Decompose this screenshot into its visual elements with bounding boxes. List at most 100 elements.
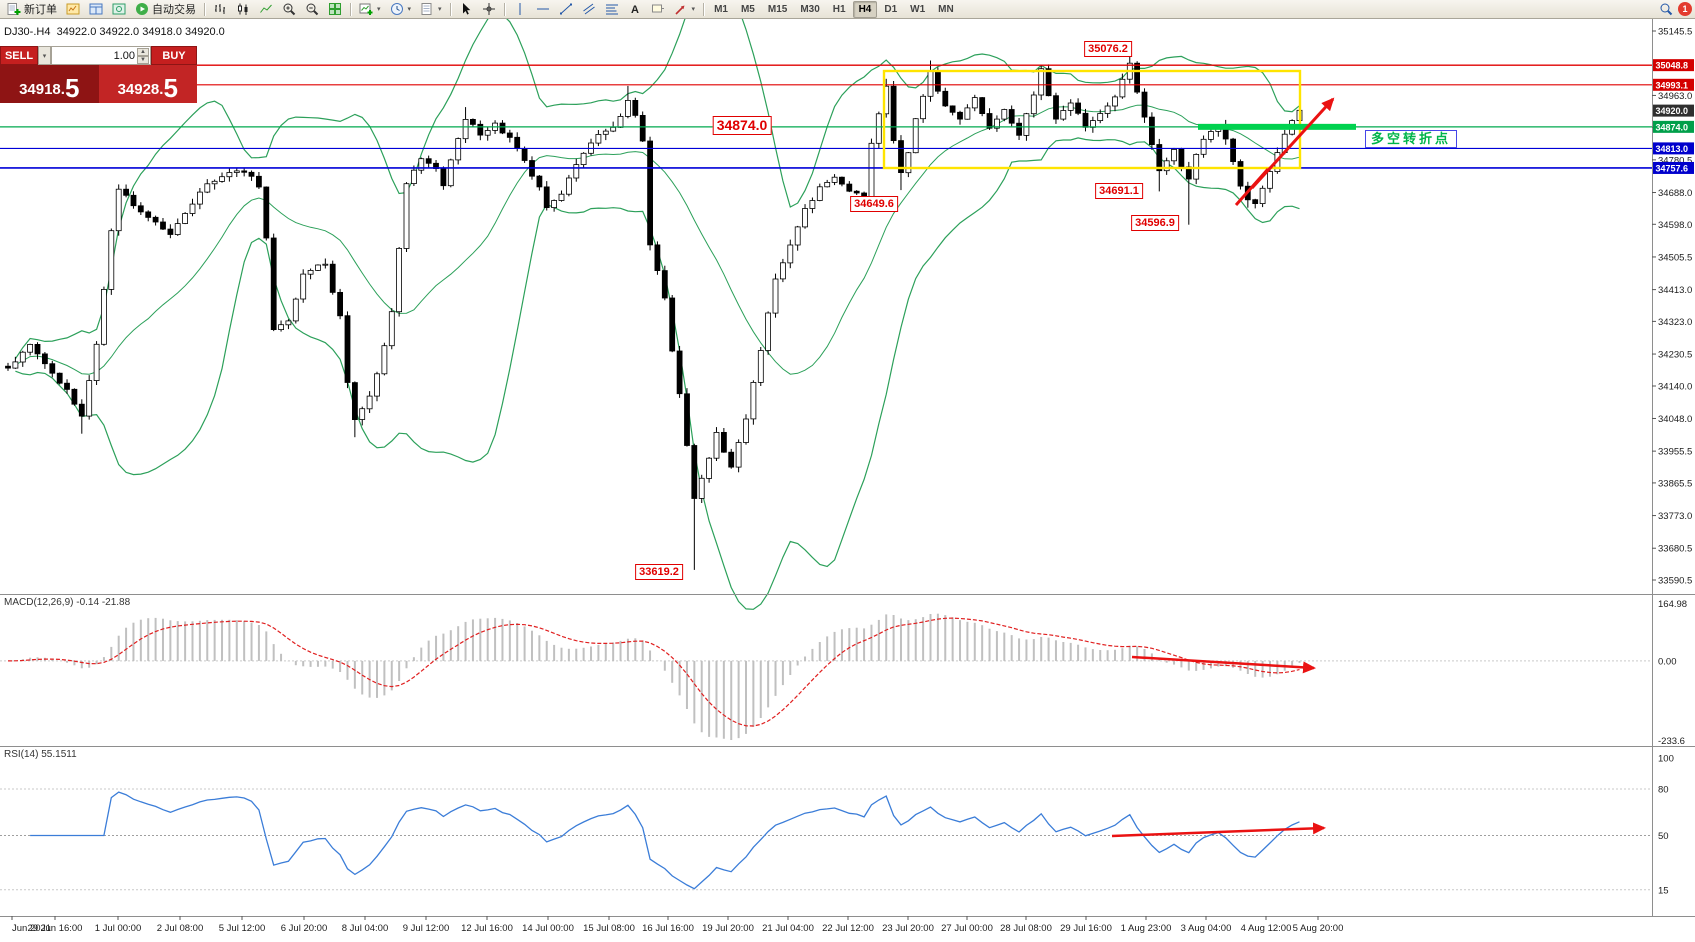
svg-text:33680.5: 33680.5 (1658, 544, 1692, 555)
vertical-line-button[interactable] (509, 1, 531, 18)
tile-windows-button[interactable] (324, 1, 346, 18)
svg-text:16 Jul 16:00: 16 Jul 16:00 (642, 923, 694, 934)
svg-text:34780.5: 34780.5 (1658, 155, 1692, 166)
sell-button[interactable]: SELL (0, 46, 38, 65)
horizontal-line-button[interactable] (532, 1, 554, 18)
dropdown-caret: ▾ (691, 6, 696, 13)
svg-text:28 Jul 08:00: 28 Jul 08:00 (1000, 923, 1052, 934)
period-button[interactable]: ▾ (386, 1, 416, 18)
search-button[interactable] (1655, 1, 1677, 18)
volume-stepper[interactable]: ▲ ▼ (137, 47, 149, 64)
svg-text:34323.0: 34323.0 (1658, 317, 1692, 328)
fibonacci-button[interactable] (601, 1, 623, 18)
toolbar-separator (449, 2, 451, 16)
svg-text:34505.5: 34505.5 (1658, 252, 1692, 263)
volume-input[interactable]: 1.00 ▲ ▼ (51, 46, 151, 65)
market-watch-icon (66, 3, 80, 15)
svg-text:164.98: 164.98 (1658, 599, 1687, 610)
navigator-icon (112, 3, 126, 15)
svg-text:4 Aug 12:00: 4 Aug 12:00 (1241, 923, 1292, 934)
timeframe-h4-button[interactable]: H4 (852, 0, 878, 18)
bar-chart-button[interactable] (209, 1, 231, 18)
one-click-trading-panel: SELL ▾ 1.00 ▲ ▼ BUY 34918. 5 34928. 5 (0, 46, 197, 103)
svg-text:A: A (631, 4, 639, 16)
zoom-out-button[interactable] (301, 1, 323, 18)
zoom-out-icon (306, 3, 319, 16)
timeframe-w1-button[interactable]: W1 (904, 1, 931, 18)
timeframe-m15-button[interactable]: M15 (762, 1, 793, 18)
candlestick-chart-button[interactable] (232, 1, 254, 18)
new-order-icon (7, 3, 21, 15)
svg-text:29 Jun 16:00: 29 Jun 16:00 (28, 923, 83, 934)
svg-text:5 Aug 20:00: 5 Aug 20:00 (1293, 923, 1344, 934)
macd-indicator-label: MACD(12,26,9) -0.14 -21.88 (4, 597, 131, 608)
buy-price-big: 5 (163, 73, 178, 103)
volume-dropdown-caret[interactable]: ▾ (38, 46, 51, 65)
navigator-button[interactable] (108, 1, 130, 18)
toolbar-separator (204, 2, 205, 16)
text-button[interactable]: A (624, 1, 646, 18)
dropdown-caret: ▾ (438, 6, 442, 13)
trendline-icon (559, 3, 572, 15)
svg-text:34140.0: 34140.0 (1658, 381, 1692, 392)
line-chart-button[interactable] (255, 1, 277, 18)
toolbar: 新订单 自动交易 ▾ ▾ ▾ A ▾ M1 M5 M15 (0, 0, 1695, 19)
text-label-button[interactable] (647, 1, 669, 18)
cursor-icon (462, 3, 470, 15)
svg-text:34413.0: 34413.0 (1658, 285, 1692, 296)
toolbar-separator (703, 2, 705, 16)
turning-point-annotation: 多空转折点 (1365, 130, 1458, 148)
volume-down-icon[interactable]: ▼ (137, 55, 149, 64)
timeframe-d1-button[interactable]: D1 (878, 1, 903, 18)
svg-text:34048.0: 34048.0 (1658, 414, 1692, 425)
crosshair-icon (482, 3, 495, 15)
buy-price-main: 34928. (117, 81, 164, 98)
new-chart-button[interactable]: ▾ (355, 1, 385, 18)
svg-text:1 Aug 23:00: 1 Aug 23:00 (1121, 923, 1172, 934)
svg-text:35145.5: 35145.5 (1658, 27, 1692, 38)
auto-trading-button[interactable]: 自动交易 (131, 1, 200, 18)
svg-text:3 Aug 04:00: 3 Aug 04:00 (1181, 923, 1232, 934)
volume-up-icon[interactable]: ▲ (137, 47, 149, 56)
svg-text:15 Jul 08:00: 15 Jul 08:00 (583, 923, 635, 934)
cursor-button[interactable] (455, 1, 477, 18)
zoom-in-button[interactable] (278, 1, 300, 18)
svg-text:35048.8: 35048.8 (1656, 61, 1689, 71)
timeframe-h1-button[interactable]: H1 (827, 1, 852, 18)
timeframe-m5-button[interactable]: M5 (735, 1, 761, 18)
timeframe-m1-button[interactable]: M1 (708, 1, 734, 18)
sell-price[interactable]: 34918. 5 (0, 65, 99, 103)
crosshair-button[interactable] (478, 1, 500, 18)
bar-chart-icon (215, 4, 225, 14)
svg-text:2 Jul 08:00: 2 Jul 08:00 (157, 923, 203, 934)
timeframe-mn-button[interactable]: MN (932, 1, 960, 18)
trendline-button[interactable] (555, 1, 577, 18)
new-order-button[interactable]: 新订单 (3, 1, 61, 18)
arrow-tool-icon (674, 5, 685, 15)
arrows-button[interactable]: ▾ (670, 1, 700, 18)
tile-windows-icon (329, 3, 341, 15)
svg-text:Jun 2021: Jun 2021 (12, 923, 51, 934)
svg-text:12 Jul 16:00: 12 Jul 16:00 (461, 923, 513, 934)
channel-button[interactable] (578, 1, 600, 18)
template-button[interactable]: ▾ (416, 1, 446, 18)
svg-text:19 Jul 20:00: 19 Jul 20:00 (702, 923, 754, 934)
svg-text:27 Jul 00:00: 27 Jul 00:00 (941, 923, 993, 934)
svg-text:33865.5: 33865.5 (1658, 478, 1692, 489)
buy-price[interactable]: 34928. 5 (98, 65, 197, 103)
dropdown-caret: ▾ (407, 6, 412, 13)
data-window-button[interactable] (85, 1, 107, 18)
sell-price-big: 5 (64, 73, 80, 103)
svg-text:0.00: 0.00 (1658, 656, 1677, 667)
buy-button[interactable]: BUY (151, 46, 197, 65)
notification-badge[interactable]: 1 (1678, 2, 1692, 16)
template-icon (421, 3, 432, 15)
fibonacci-icon (605, 4, 618, 15)
new-chart-icon (359, 3, 373, 15)
market-watch-button[interactable] (62, 1, 84, 18)
timeframe-m30-button[interactable]: M30 (794, 1, 825, 18)
svg-text:34963.0: 34963.0 (1658, 91, 1692, 102)
svg-text:6 Jul 20:00: 6 Jul 20:00 (281, 923, 327, 934)
